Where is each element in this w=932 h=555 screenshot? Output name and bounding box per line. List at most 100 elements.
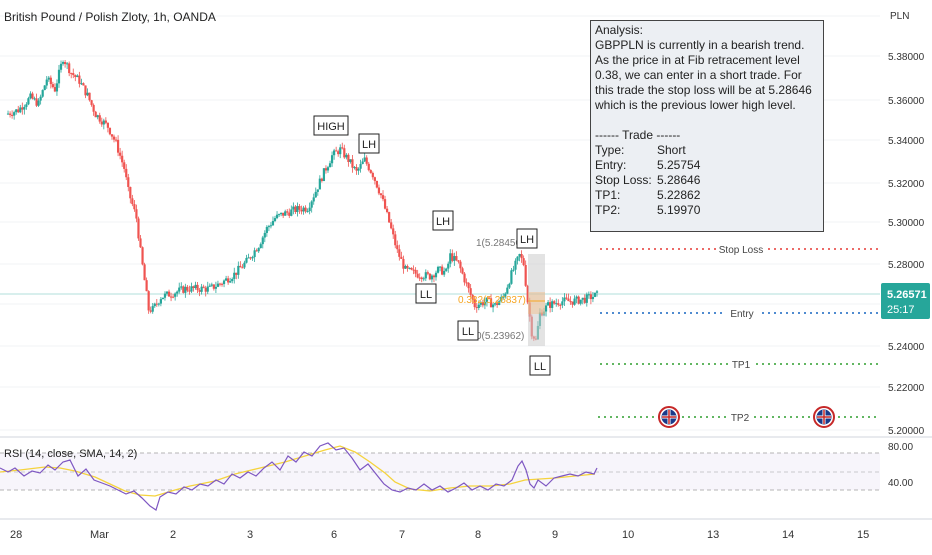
candle-body — [275, 214, 279, 219]
candle-body — [469, 288, 472, 295]
stop-loss-level: Stop Loss — [600, 242, 880, 256]
candle-body — [343, 148, 346, 158]
candle-body — [355, 167, 358, 171]
candle-body — [153, 303, 156, 307]
candle-body — [88, 92, 91, 101]
candle-body — [487, 297, 491, 299]
candle-body — [337, 151, 340, 155]
candle-body — [326, 167, 330, 171]
candle-body — [37, 100, 40, 106]
analysis-box: Analysis: GBPPLN is currently in a beari… — [590, 20, 824, 232]
candle-body — [135, 209, 138, 219]
candle-body — [330, 155, 334, 164]
candle-body — [143, 264, 146, 281]
trade-row-stop-loss: Stop Loss: 5.28646 — [595, 173, 701, 187]
candle-body — [553, 301, 556, 304]
candle-body — [381, 195, 385, 200]
analysis-body: GBPPLN is currently in a bearish trend. … — [595, 38, 812, 112]
candle-body — [231, 278, 234, 282]
svg-text:5.24000: 5.24000 — [888, 342, 925, 353]
candle-body — [300, 209, 303, 212]
candle-body — [155, 303, 158, 305]
analysis-heading: Analysis: — [595, 23, 644, 37]
candle-body — [212, 284, 215, 289]
candle-body — [483, 302, 487, 306]
swing-label-lh-1: LH — [358, 133, 380, 154]
rsi-tick-40: 40.00 — [888, 478, 913, 489]
candle-body — [282, 212, 285, 216]
candle-body — [192, 286, 195, 289]
candle-body — [394, 234, 397, 246]
currency-label: PLN — [890, 11, 909, 22]
candle-body — [180, 286, 183, 288]
candle-body — [84, 85, 87, 96]
candle-body — [286, 211, 289, 213]
candle-body — [432, 275, 436, 278]
candle-body — [455, 256, 458, 261]
candle-body — [202, 286, 205, 288]
candle-body — [306, 211, 309, 213]
trade-title: ------ Trade ------ — [595, 128, 681, 142]
candle-body — [133, 204, 136, 210]
svg-text:5.36000: 5.36000 — [888, 96, 925, 107]
svg-text:LH: LH — [520, 234, 534, 246]
candle-body — [247, 257, 250, 259]
candle-body — [294, 206, 297, 213]
candle-body — [11, 114, 14, 116]
candle-body — [90, 100, 93, 105]
candle-body — [520, 254, 523, 259]
candle-body — [514, 260, 517, 270]
candle-body — [43, 85, 46, 91]
candle-body — [310, 201, 313, 208]
candle-body — [277, 214, 281, 216]
candle-body — [200, 286, 203, 292]
svg-text:8: 8 — [475, 529, 481, 541]
candle-body — [506, 287, 509, 294]
svg-text:9: 9 — [552, 529, 558, 541]
candle-body — [96, 115, 99, 118]
candle-body — [559, 304, 562, 306]
candle-body — [119, 152, 122, 156]
candle-body — [583, 297, 586, 303]
candle-body — [70, 73, 73, 75]
rsi-band — [0, 453, 880, 490]
candle-body — [102, 120, 105, 125]
price-axis: PLN 5.38000 5.36000 5.34000 5.32000 5.30… — [880, 0, 932, 520]
candle-body — [546, 302, 550, 306]
candle-body — [308, 207, 311, 212]
candle-body — [210, 284, 213, 286]
candle-body — [141, 247, 144, 265]
candle-body — [194, 284, 197, 289]
candle-body — [453, 256, 456, 261]
svg-text:7: 7 — [399, 529, 405, 541]
svg-text:2: 2 — [170, 529, 176, 541]
candle-body — [463, 273, 466, 283]
trade-row-tp1: TP1: 5.22862 — [595, 188, 701, 202]
candle-body — [524, 265, 527, 286]
fib-mid-label: 0.382(5.26837) — [458, 295, 526, 306]
candle-body — [522, 258, 525, 266]
candle-body — [145, 280, 148, 292]
entry-label: Entry — [730, 309, 753, 320]
candle-body — [424, 272, 427, 279]
candle-body — [76, 75, 79, 78]
candle-body — [182, 286, 185, 293]
candle-body — [64, 62, 67, 65]
candle-body — [339, 147, 342, 155]
candle-body — [68, 63, 71, 74]
candle-body — [23, 106, 26, 110]
candle-body — [451, 253, 454, 261]
candle-body — [176, 291, 179, 294]
candle-body — [82, 83, 85, 86]
candle-body — [116, 139, 120, 153]
candle-body — [273, 218, 277, 221]
candle-body — [404, 265, 407, 269]
candle-body — [261, 237, 264, 245]
candle-body — [169, 296, 173, 298]
candle-body — [108, 127, 112, 135]
candle-body — [551, 301, 554, 308]
candle-body — [188, 290, 191, 292]
candle-body — [518, 254, 521, 257]
candle-body — [6, 113, 10, 115]
candle-body — [147, 291, 150, 311]
